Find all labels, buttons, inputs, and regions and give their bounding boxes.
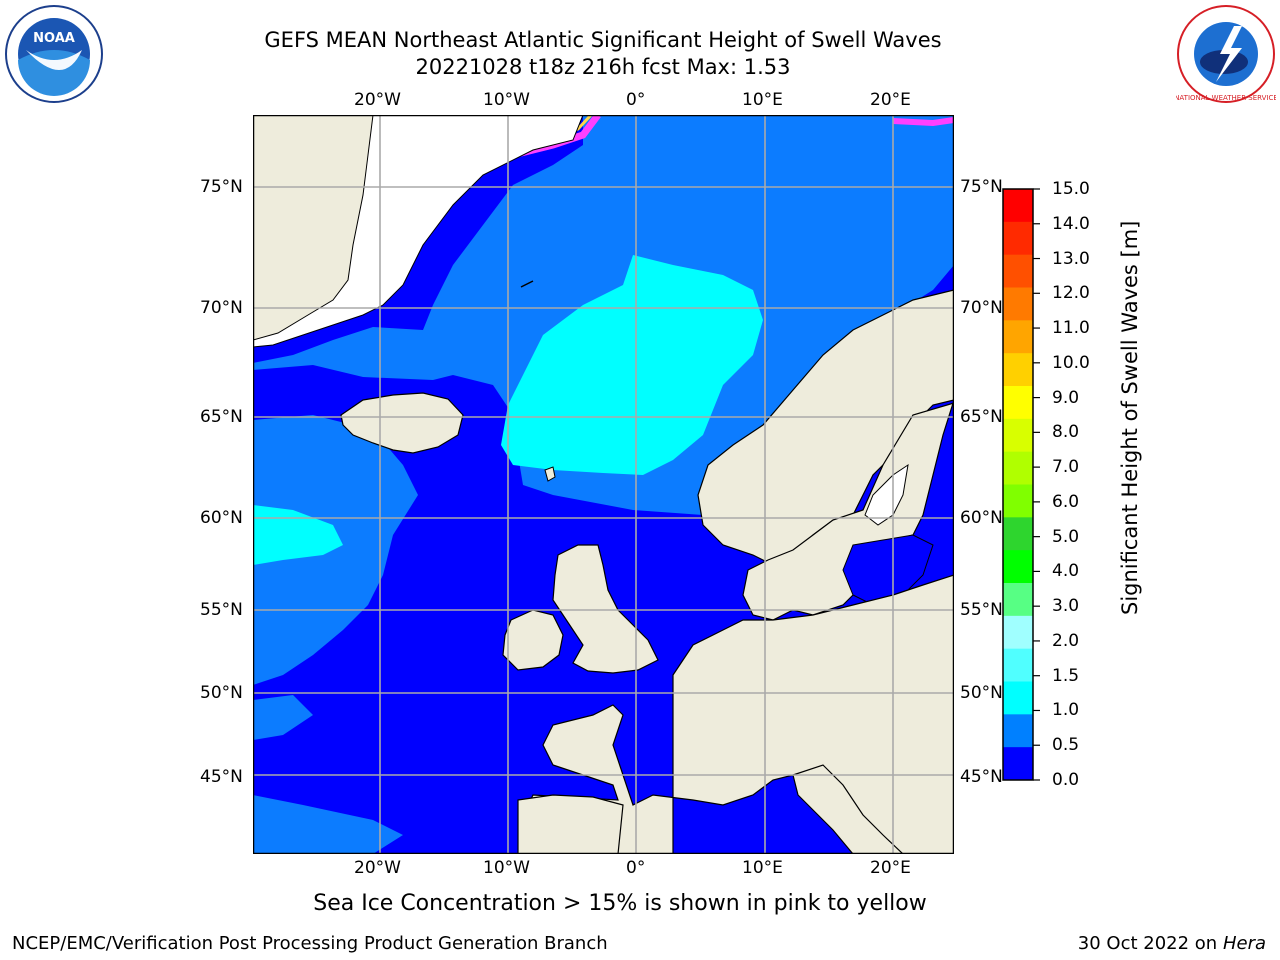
footer-date-text: 30 Oct 2022 on bbox=[1077, 933, 1223, 954]
colorbar-swatch bbox=[1003, 615, 1033, 650]
colorbar-tick-label: 8.0 bbox=[1052, 422, 1080, 443]
colorbar-swatch bbox=[1003, 550, 1033, 584]
colorbar-swatch bbox=[1003, 583, 1033, 617]
greenland-coast bbox=[253, 115, 374, 341]
colorbar-tick-label: 1.5 bbox=[1052, 665, 1080, 686]
swell-height-map bbox=[253, 115, 954, 854]
lon-tick-top-0: 0° bbox=[626, 90, 646, 110]
colorbar-swatch bbox=[1003, 287, 1033, 321]
graticule bbox=[253, 115, 954, 854]
colorbar-tick-label: 6.0 bbox=[1052, 491, 1080, 512]
colorbar-label: Significant Height of Swell Waves [m] bbox=[1117, 221, 1143, 615]
lat-tick-left-65n: 65°N bbox=[200, 407, 243, 427]
colorbar-swatch bbox=[1003, 189, 1033, 223]
colorbar-tick-label: 9.0 bbox=[1052, 387, 1080, 408]
footer-date: 30 Oct 2022 on Hera bbox=[1078, 933, 1266, 955]
lon-tick-top-20w: 20°W bbox=[354, 90, 401, 110]
ireland bbox=[502, 609, 564, 671]
baltic-sea-south bbox=[842, 534, 934, 606]
colorbar-tick-label: 3.0 bbox=[1052, 596, 1080, 617]
baltic-sea bbox=[864, 463, 909, 526]
colorbar-swatch bbox=[1003, 517, 1033, 551]
colorbar-swatch bbox=[1003, 418, 1033, 453]
chart-title: GEFS MEAN Northeast Atlantic Significant… bbox=[264, 28, 942, 52]
map-frame bbox=[253, 115, 954, 854]
lon-tick-bottom-0: 0° bbox=[626, 858, 646, 878]
lat-tick-left-55n: 55°N bbox=[200, 600, 243, 620]
colorbar bbox=[1002, 188, 1040, 781]
lat-tick-right-45n: 45°N bbox=[960, 767, 1003, 787]
lat-tick-right-65n: 65°N bbox=[960, 407, 1003, 427]
colorbar-swatch bbox=[1003, 221, 1033, 256]
jan-mayen bbox=[520, 280, 534, 288]
lon-tick-bottom-20e: 20°E bbox=[870, 858, 911, 878]
colorbar-tick-label: 13.0 bbox=[1052, 248, 1090, 269]
colorbar-swatch bbox=[1003, 353, 1033, 387]
italy bbox=[792, 764, 904, 854]
lat-tick-right-55n: 55°N bbox=[960, 600, 1003, 620]
swell-band-05-1-sw bbox=[253, 695, 403, 854]
lon-tick-top-10w: 10°W bbox=[483, 90, 530, 110]
colorbar-tick-label: 2.0 bbox=[1052, 630, 1080, 651]
colorbar-swatch bbox=[1003, 484, 1033, 518]
colorbar-tick-label: 7.0 bbox=[1052, 457, 1080, 478]
nws-logo-text: NATIONAL WEATHER SERVICE bbox=[1176, 94, 1276, 102]
colorbar-swatch bbox=[1003, 451, 1033, 485]
colorbar-swatch bbox=[1003, 386, 1033, 420]
colorbar-tick-label: 0.5 bbox=[1052, 735, 1080, 756]
colorbar-swatch bbox=[1003, 254, 1033, 288]
lat-tick-right-50n: 50°N bbox=[960, 683, 1003, 703]
lat-tick-left-60n: 60°N bbox=[200, 508, 243, 528]
colorbar-swatch bbox=[1003, 714, 1033, 748]
iceland bbox=[340, 392, 464, 454]
lat-tick-left-70n: 70°N bbox=[200, 298, 243, 318]
footer-credit: NCEP/EMC/Verification Post Processing Pr… bbox=[12, 933, 608, 954]
continental-europe bbox=[517, 574, 954, 854]
noaa-logo-text: NOAA bbox=[33, 31, 75, 46]
colorbar-tick-label: 11.0 bbox=[1052, 318, 1090, 339]
colorbar-tick-label: 0.0 bbox=[1052, 770, 1080, 790]
colorbar-tick-label: 4.0 bbox=[1052, 561, 1080, 582]
colorbar-tick-label: 10.0 bbox=[1052, 352, 1090, 373]
colorbar-label-text: Significant Height of Swell Waves [m] bbox=[1118, 220, 1142, 615]
lat-tick-right-75n: 75°N bbox=[960, 177, 1003, 197]
colorbar-tick-label: 5.0 bbox=[1052, 526, 1080, 547]
lat-tick-left-75n: 75°N bbox=[200, 177, 243, 197]
lon-tick-bottom-20w: 20°W bbox=[354, 858, 401, 878]
noaa-logo: NOAA bbox=[5, 5, 103, 103]
colorbar-swatch bbox=[1003, 747, 1033, 781]
colorbar-tick-label: 15.0 bbox=[1052, 179, 1090, 199]
lon-tick-bottom-10w: 10°W bbox=[483, 858, 530, 878]
swell-band-05-1-west bbox=[253, 415, 418, 685]
nws-logo: NATIONAL WEATHER SERVICE bbox=[1176, 5, 1276, 103]
colorbar-swatch bbox=[1003, 648, 1033, 682]
colorbar-swatch bbox=[1003, 681, 1033, 715]
lon-tick-top-20e: 20°E bbox=[870, 90, 911, 110]
sea-ice-edge-arctic bbox=[892, 117, 954, 127]
lat-tick-right-60n: 60°N bbox=[960, 508, 1003, 528]
lat-tick-left-45n: 45°N bbox=[200, 767, 243, 787]
lat-tick-left-50n: 50°N bbox=[200, 683, 243, 703]
colorbar-tick-label: 12.0 bbox=[1052, 283, 1090, 304]
great-britain bbox=[552, 544, 659, 674]
colorbar-tick-label: 14.0 bbox=[1052, 213, 1090, 234]
swell-band-1-15-west bbox=[253, 505, 343, 565]
colorbar-swatch bbox=[1003, 320, 1033, 354]
iberia bbox=[517, 794, 624, 854]
swell-band-1-15 bbox=[501, 255, 763, 475]
sea-ice-caption: Sea Ice Concentration > 15% is shown in … bbox=[313, 891, 927, 916]
lon-tick-top-10e: 10°E bbox=[742, 90, 783, 110]
lat-tick-right-70n: 70°N bbox=[960, 298, 1003, 318]
chart-subtitle: 20221028 t18z 216h fcst Max: 1.53 bbox=[415, 55, 791, 79]
faroe-islands bbox=[544, 466, 556, 482]
footer-host: Hera bbox=[1222, 933, 1266, 954]
colorbar-tick-label: 1.0 bbox=[1052, 700, 1080, 721]
finland-baltic-land bbox=[742, 399, 954, 621]
lon-tick-bottom-10e: 10°E bbox=[742, 858, 783, 878]
